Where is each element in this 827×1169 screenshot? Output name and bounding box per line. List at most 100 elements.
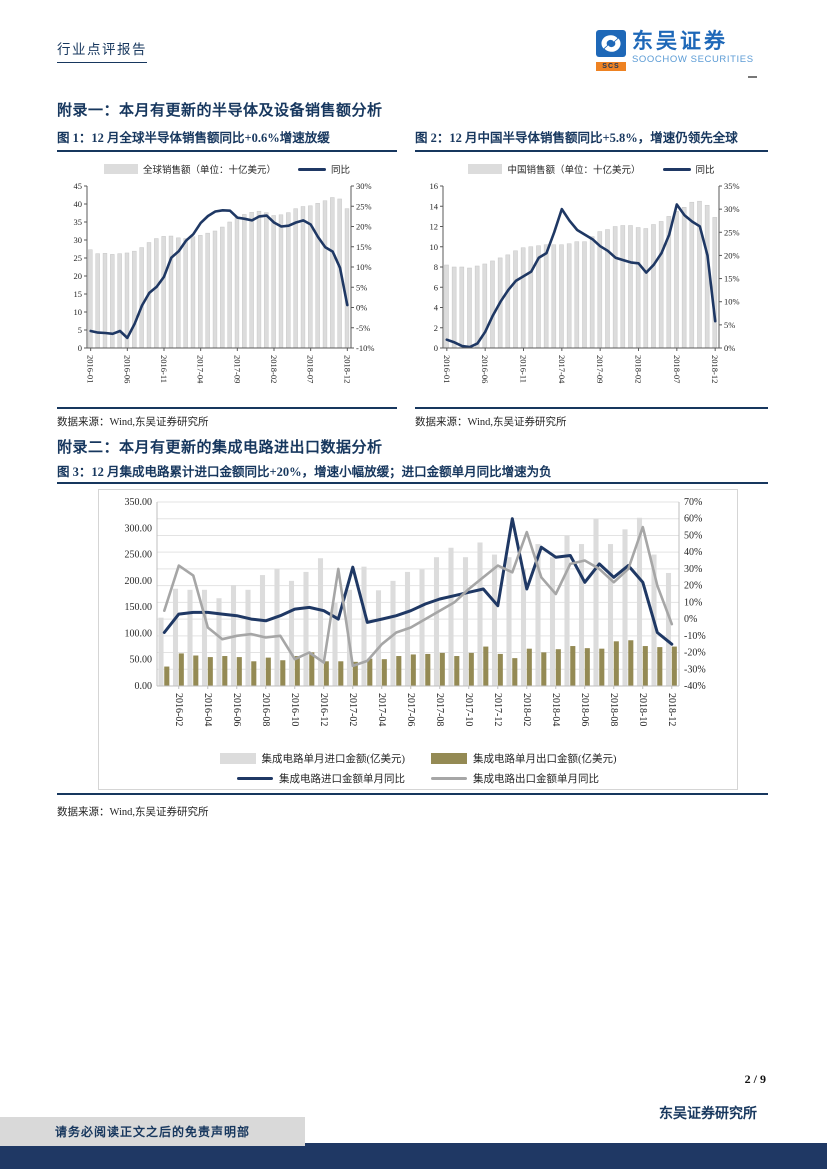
figure-row: 图 1：12 月全球半导体销售额同比+0.6%增速放缓 全球销售额（单位：十亿美…	[57, 127, 768, 429]
svg-text:2018-06: 2018-06	[579, 693, 590, 726]
svg-text:14: 14	[430, 201, 439, 211]
figure1-legend-bar-swatch	[103, 164, 138, 174]
logo-text: 东吴证券 SOOCHOW SECURITIES	[632, 30, 754, 65]
svg-text:2017-04: 2017-04	[557, 355, 567, 384]
svg-text:-10%: -10%	[684, 631, 706, 642]
figure3-legend-import-line-swatch	[237, 776, 273, 781]
appendix1-heading: 附录一：本月有更新的半导体及设备销售额分析	[57, 103, 383, 119]
brand-logo: SCS 东吴证券 SOOCHOW SECURITIES	[596, 30, 754, 71]
svg-text:-20%: -20%	[684, 648, 706, 659]
disclaimer-box: 请务必阅读正文之后的免责声明部	[0, 1117, 305, 1146]
svg-text:350.00: 350.00	[125, 497, 153, 508]
svg-text:2016-06: 2016-06	[122, 355, 132, 383]
figure3-bottom-rule	[57, 793, 768, 795]
svg-text:35: 35	[74, 217, 83, 227]
svg-text:-30%: -30%	[684, 664, 706, 675]
soochow-logo-icon: SCS	[596, 30, 626, 71]
figure1-bottom-rule	[57, 407, 397, 409]
svg-text:16: 16	[430, 181, 439, 191]
figure3-legend-export-line-swatch	[431, 776, 467, 781]
svg-text:2018-12: 2018-12	[666, 693, 677, 726]
svg-text:2018-07: 2018-07	[672, 355, 682, 383]
svg-text:0: 0	[434, 343, 438, 353]
svg-text:30: 30	[74, 235, 83, 245]
figure2-bottom-rule	[415, 407, 768, 409]
svg-text:70%: 70%	[684, 497, 702, 508]
svg-text:2017-08: 2017-08	[434, 693, 445, 726]
svg-text:100.00: 100.00	[125, 628, 153, 639]
figure3-chart-box: 0.00 50.00 100.00 150.00 200.00 250.00 300.00 3…	[98, 489, 738, 790]
svg-text:60%: 60%	[684, 514, 702, 525]
svg-text:0: 0	[78, 343, 82, 353]
figure1-legend-line-swatch	[298, 167, 326, 171]
svg-text:2017-06: 2017-06	[405, 693, 416, 726]
svg-text:2016-01: 2016-01	[86, 355, 96, 383]
svg-text:2017-04: 2017-04	[196, 355, 206, 384]
svg-text:2016-06: 2016-06	[480, 355, 490, 383]
figure2-title: 图 2：12 月中国半导体销售额同比+5.8%，增速仍领先全球	[415, 131, 738, 145]
svg-text:-10%: -10%	[356, 343, 374, 353]
svg-text:2018-12: 2018-12	[342, 355, 352, 383]
svg-text:2018-07: 2018-07	[306, 355, 316, 383]
footer-bar	[0, 1143, 827, 1169]
svg-text:2017-09: 2017-09	[232, 355, 242, 383]
figure3-legend-row1: 集成电路单月进口金额(亿美元) 集成电路单月出口金额(亿美元)	[219, 751, 617, 766]
figure1-source: 数据来源：Wind,东吴证券研究所	[57, 416, 209, 428]
svg-text:2018-10: 2018-10	[637, 693, 648, 726]
svg-text:40: 40	[74, 199, 83, 209]
svg-text:300.00: 300.00	[125, 523, 153, 534]
svg-text:-5%: -5%	[356, 323, 370, 333]
svg-text:10%: 10%	[684, 597, 702, 608]
svg-text:10: 10	[430, 242, 439, 252]
svg-text:2017-10: 2017-10	[463, 693, 474, 726]
figure2-top-rule	[415, 150, 768, 152]
svg-text:2: 2	[434, 323, 438, 333]
svg-text:20%: 20%	[684, 581, 702, 592]
svg-text:2017-12: 2017-12	[492, 693, 503, 726]
svg-text:5%: 5%	[724, 320, 735, 330]
svg-text:2018-02: 2018-02	[634, 355, 644, 383]
appendix2-heading: 附录二：本月有更新的集成电路进出口数据分析	[57, 440, 383, 456]
svg-text:4: 4	[434, 303, 439, 313]
svg-text:30%: 30%	[724, 204, 740, 214]
figure2-legend-bar-swatch	[468, 164, 503, 174]
svg-text:2016-11: 2016-11	[519, 355, 529, 383]
svg-text:0%: 0%	[684, 614, 697, 625]
page-number: 2 / 9	[744, 1072, 766, 1086]
logo-abbr-label: SCS	[596, 62, 626, 71]
figure2-legend-line-swatch	[662, 167, 691, 171]
svg-text:200.00: 200.00	[125, 576, 153, 587]
svg-text:12: 12	[430, 222, 439, 232]
figure1-legend-line-label: 同比	[331, 166, 351, 176]
svg-text:0%: 0%	[356, 303, 367, 313]
svg-text:-40%: -40%	[684, 681, 706, 692]
svg-text:6: 6	[434, 282, 438, 292]
figure2: 图 2：12 月中国半导体销售额同比+5.8%，增速仍领先全球 中国销售额（单位…	[415, 127, 768, 429]
figure1-title: 图 1：12 月全球半导体销售额同比+0.6%增速放缓	[57, 131, 330, 145]
svg-text:2016-10: 2016-10	[289, 693, 300, 726]
svg-text:30%: 30%	[356, 181, 372, 191]
svg-text:10%: 10%	[356, 262, 372, 272]
institute-name: 东吴证券研究所	[659, 1107, 757, 1122]
figure2-legend-bar-label: 中国销售额（单位：十亿美元）	[507, 166, 641, 176]
figure1-top-rule	[57, 150, 397, 152]
svg-text:45: 45	[74, 181, 83, 191]
svg-text:2018-02: 2018-02	[521, 693, 532, 726]
figure3-legend-export-line-label: 集成电路出口金额单月同比	[473, 774, 599, 785]
svg-text:35%: 35%	[724, 181, 740, 191]
figure3-legend-import-bar-swatch	[219, 753, 256, 764]
svg-text:2018-04: 2018-04	[550, 693, 561, 726]
svg-text:2018-02: 2018-02	[269, 355, 279, 383]
figure2-chart: 0 2 4 6 8 10 12 14 16 0% 5% 10% 15% 20% 25% 30% 35% 2016-…	[430, 181, 740, 384]
svg-text:0.00: 0.00	[135, 681, 153, 692]
disclaimer-text: 请务必阅读正文之后的免责声明部	[54, 1125, 250, 1139]
report-type-label: 行业点评报告	[57, 38, 147, 63]
figure1-chart: 0 5 10 15 20 25 30 35 40 45 -10% -5% 0% 5% 10% 15% 20% 25…	[74, 181, 375, 384]
figure3-title: 图 3：12 月集成电路累计进口金额同比+20%，增速小幅放缓；进口金额单月同比…	[57, 465, 552, 479]
figure1-legend-bar-label: 全球销售额（单位：十亿美元）	[142, 166, 276, 176]
svg-text:2017-09: 2017-09	[595, 355, 605, 383]
logo-dash	[748, 76, 757, 78]
svg-text:2017-04: 2017-04	[376, 693, 387, 726]
svg-text:30%: 30%	[684, 564, 702, 575]
